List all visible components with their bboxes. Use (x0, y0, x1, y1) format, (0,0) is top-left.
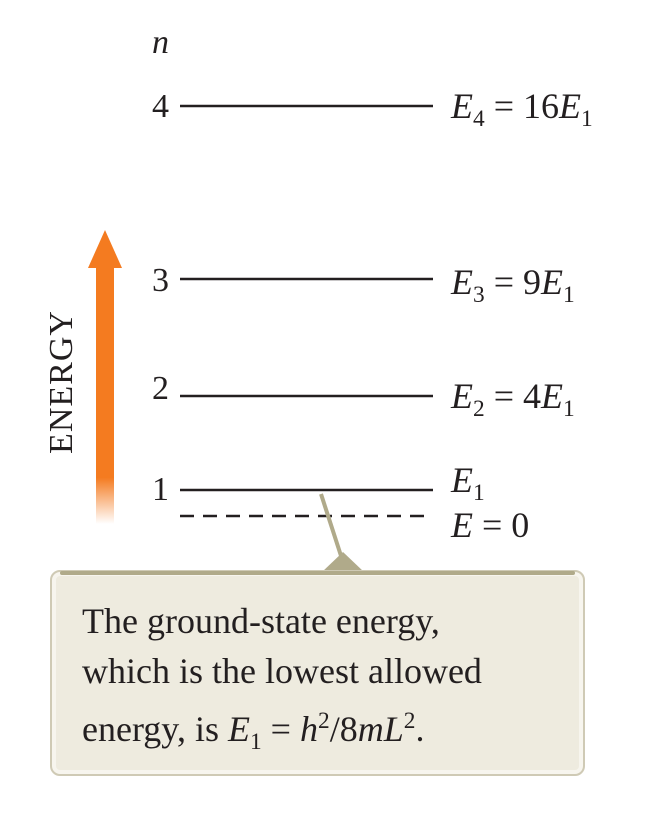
callout-line-3: energy, is E1 = h2/8mL2. (82, 696, 572, 767)
callout-text-prefix: energy, is (82, 708, 228, 749)
energy-subscript: 1 (563, 282, 575, 309)
callout-line-1: The ground-state energy, (82, 601, 440, 641)
formula-equals: = (261, 708, 300, 749)
energy-equals: = 16 (484, 86, 560, 126)
energy-label-2: E2 = 4E1 (451, 378, 575, 422)
quantum-number-4: 4 (152, 88, 169, 125)
energy-symbol: E (451, 505, 473, 545)
energy-subscript: 1 (473, 480, 485, 507)
formula-superscript: 2 (403, 708, 416, 734)
ground-state-callout: The ground-state energy, which is the lo… (50, 570, 585, 776)
formula-symbol: E (227, 708, 250, 749)
quantum-number-2: 2 (152, 370, 169, 407)
energy-subscript: 1 (581, 106, 593, 133)
energy-subscript: 2 (473, 396, 485, 423)
callout-pointer-head (322, 552, 364, 572)
formula-symbol: m (357, 708, 384, 749)
energy-symbol: E (451, 376, 473, 416)
formula-operator: /8 (329, 708, 358, 749)
energy-symbol: E (451, 460, 473, 500)
formula-symbol: L (383, 708, 404, 749)
energy-equals: = 0 (473, 505, 530, 545)
energy-label-1: E1 (451, 462, 485, 506)
quantum-number-1: 1 (152, 471, 169, 508)
energy-symbol: E (559, 86, 582, 126)
energy-axis-label: ENERGY (43, 310, 80, 454)
callout-top-edge (60, 571, 575, 575)
n-axis-label: n (152, 24, 169, 61)
formula-superscript: 2 (317, 708, 330, 734)
energy-symbol: E (541, 376, 564, 416)
energy-subscript: 3 (473, 282, 485, 309)
energy-equals: = 4 (484, 376, 542, 416)
formula-symbol: h (299, 708, 318, 749)
quantum-number-3: 3 (152, 262, 169, 299)
energy-subscript: 4 (473, 106, 485, 133)
energy-symbol: E (541, 262, 564, 302)
energy-arrow-shaft (96, 266, 114, 524)
callout-line-2: which is the lowest allowed (82, 651, 482, 691)
callout-pointer-line (319, 493, 345, 563)
energy-symbol: E (451, 262, 473, 302)
energy-subscript: 1 (563, 396, 575, 423)
energy-symbol: E (451, 86, 473, 126)
callout-text: The ground-state energy, which is the lo… (82, 596, 572, 767)
formula-subscript: 1 (249, 729, 262, 756)
energy-label-4: E4 = 16E1 (451, 88, 593, 132)
energy-equals: = 9 (484, 262, 542, 302)
zero-energy-label: E = 0 (451, 507, 529, 543)
energy-label-3: E3 = 9E1 (451, 264, 575, 308)
formula-period: . (415, 708, 425, 749)
energy-arrow-head (88, 230, 122, 268)
